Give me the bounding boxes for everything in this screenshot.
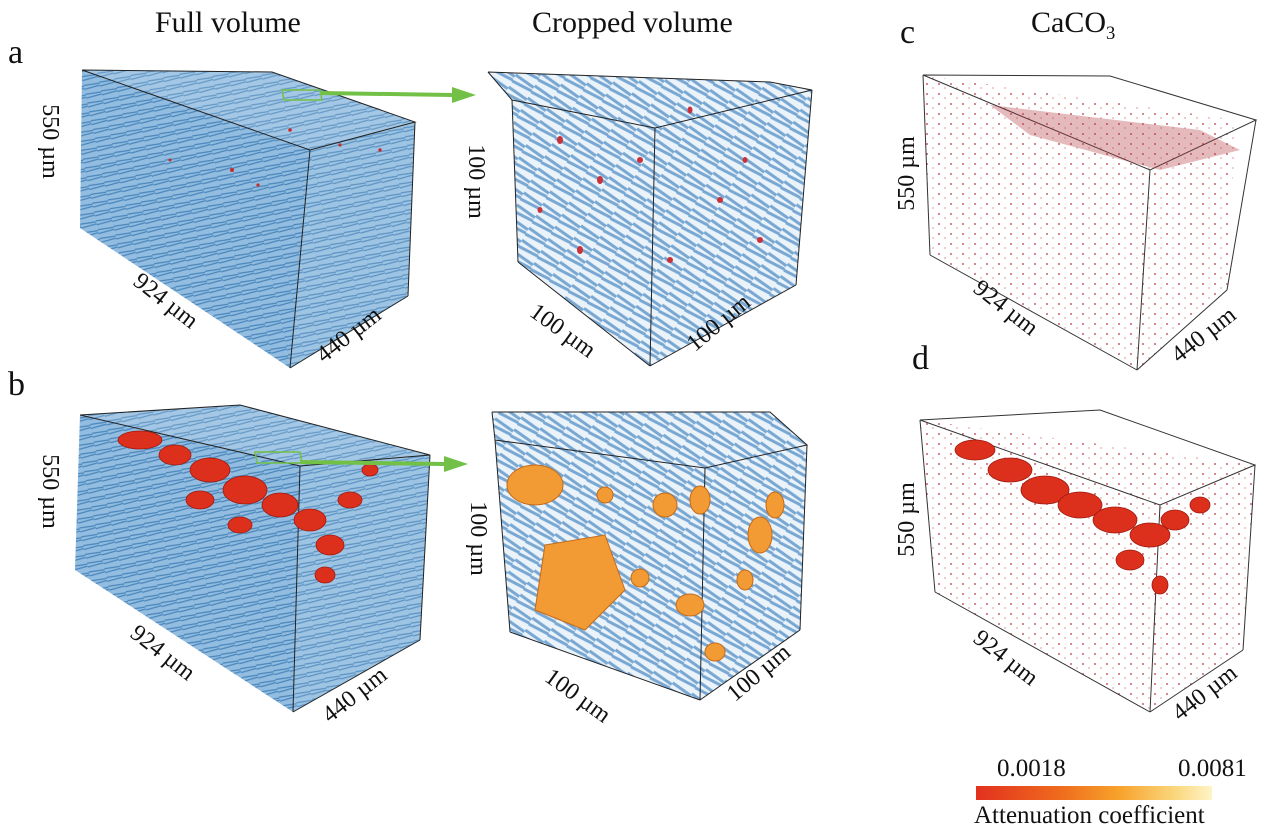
panel-label-c: c: [900, 14, 916, 51]
colorbar-min-label: 0.0018: [997, 755, 1066, 782]
dim-c-height: 550 µm: [893, 136, 920, 211]
header-caco3-text: CaCO: [1031, 6, 1106, 39]
colorbar-gradient: [976, 786, 1212, 800]
colorbar-title: Attenuation coefficient: [974, 802, 1205, 829]
header-full-volume: Full volume: [155, 6, 301, 39]
panel-label-b: b: [8, 366, 25, 403]
volume-a-full: [80, 69, 417, 369]
arrow-a: [319, 87, 476, 103]
colorbar-max-label: 0.0081: [1178, 755, 1247, 782]
dim-a-height: 550 µm: [36, 104, 63, 179]
volume-b-cropped: [491, 411, 809, 701]
panel-label-a: a: [8, 34, 24, 71]
header-caco3: CaCO3: [1031, 6, 1115, 45]
panel-label-d: d: [912, 340, 929, 377]
volume-a-cropped: [487, 71, 813, 367]
header-cropped-volume: Cropped volume: [532, 6, 733, 39]
dim-b-height: 550 µm: [36, 454, 63, 529]
dim-d-height: 550 µm: [893, 482, 920, 557]
volume-c-caco3: [922, 74, 1258, 371]
arrow-b: [299, 456, 468, 472]
volume-b-full: [75, 404, 431, 713]
dim-b-crop-height: 100 µm: [464, 501, 491, 576]
dim-a-crop-height: 100 µm: [462, 144, 489, 219]
header-caco3-subscript: 3: [1106, 23, 1116, 44]
volume-d-caco3: [919, 409, 1257, 713]
